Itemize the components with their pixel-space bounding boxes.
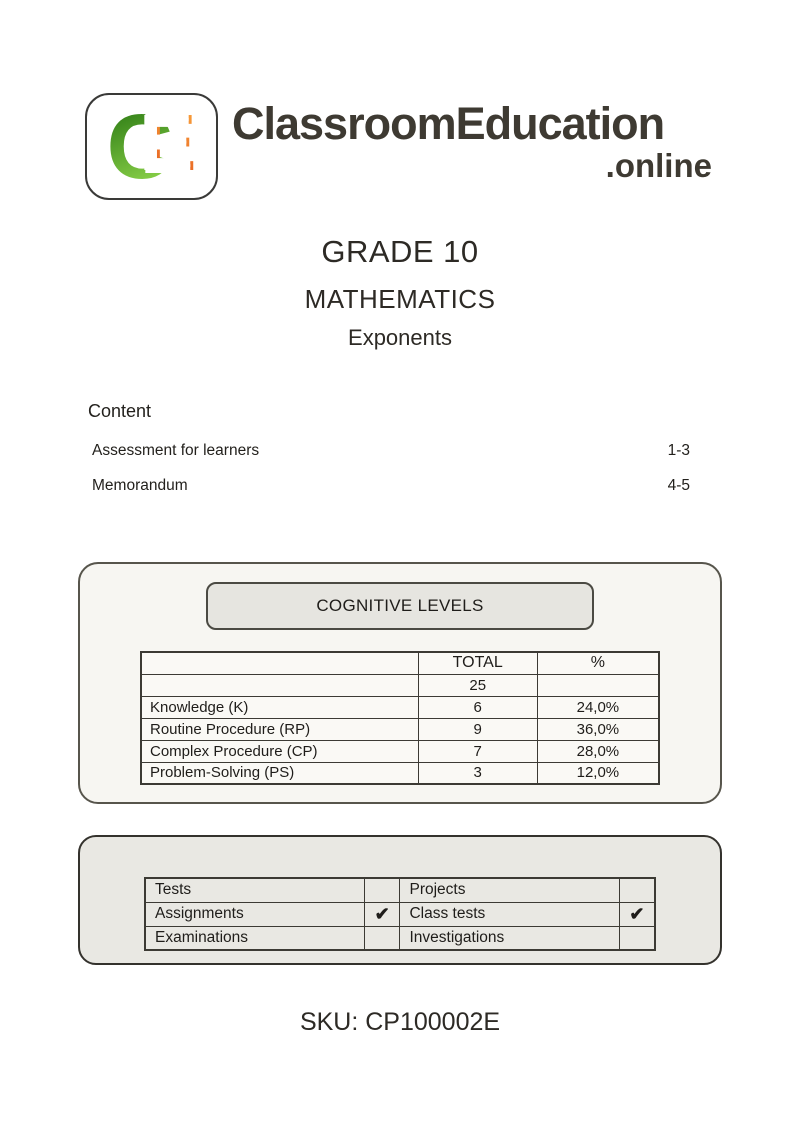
topic-title: Exponents [348,325,452,350]
content-item: Memorandum 4-5 [92,477,690,495]
row-total: 9 [417,717,538,741]
logo-letter-e: E [143,97,197,187]
logo-letter-c: C [106,95,174,198]
brand-header: C E ClassroomEducation .online [85,93,715,200]
row-percent: 36,0% [536,717,660,741]
table-row: Routine Procedure (RP) 9 36,0% [140,717,660,741]
assessment-type-label: Class tests [399,901,620,927]
grand-total-row: 25 [140,673,660,697]
checkmark-icon: ✔ [618,901,656,927]
row-total: 6 [417,695,538,719]
assessment-type-label: Assignments [144,901,365,927]
checkbox-cell [363,877,401,903]
content-item: Assessment for learners 1-3 [92,442,690,460]
cognitive-levels-panel: COGNITIVE LEVELS TOTAL % 25 Knowledge (K… [78,562,722,804]
checkmark-icon: ✔ [363,901,401,927]
row-label: Knowledge (K) [140,695,419,719]
row-total: 7 [417,739,538,763]
brand-name: ClassroomEducation [232,98,665,149]
header-total-cell: TOTAL [417,651,538,675]
content-item-label: Memorandum [92,477,188,494]
assessment-type-label: Projects [399,877,620,903]
classroom-education-logo-icon: C E [85,93,218,200]
row-percent: 28,0% [536,739,660,763]
content-item-pages: 4-5 [667,477,690,494]
checkbox-cell [618,925,656,951]
row-total: 3 [417,761,538,785]
content-item-label: Assessment for learners [92,442,260,459]
row-label: Routine Procedure (RP) [140,717,419,741]
checkbox-cell [363,925,401,951]
checkbox-cell [618,877,656,903]
assessment-type-label: Investigations [399,925,620,951]
assessment-type-label: Tests [144,877,365,903]
grade-title: GRADE 10 [321,234,479,269]
grand-total-value: 25 [417,673,538,697]
subject-title: MATHEMATICS [304,284,496,314]
row-label: Problem-Solving (PS) [140,761,419,785]
cognitive-levels-table: TOTAL % 25 Knowledge (K) 6 24,0% Routine… [140,651,660,785]
row-percent: 24,0% [536,695,660,719]
table-header-row: TOTAL % [140,651,660,675]
content-item-pages: 1-3 [667,442,690,459]
assessment-types-panel: Tests Projects Assignments ✔ Class tests… [78,835,722,965]
brand-text-block: ClassroomEducation .online [232,93,715,200]
table-row: Assignments ✔ Class tests ✔ [144,901,656,927]
table-row: Complex Procedure (CP) 7 28,0% [140,739,660,763]
content-section: Content Assessment for learners 1-3 Memo… [88,401,690,512]
row-label: Complex Procedure (CP) [140,739,419,763]
assessment-type-label: Examinations [144,925,365,951]
brand-domain: .online [605,147,712,184]
sku-label: SKU: CP100002E [299,1008,501,1036]
header-empty-cell [140,651,419,675]
assessment-types-table: Tests Projects Assignments ✔ Class tests… [144,877,656,951]
table-row: Examinations Investigations [144,925,656,951]
table-row: Tests Projects [144,877,656,903]
header-percent-cell: % [536,651,660,675]
table-row: Knowledge (K) 6 24,0% [140,695,660,719]
row-percent: 12,0% [536,761,660,785]
content-heading: Content [88,401,152,421]
cognitive-levels-title: COGNITIVE LEVELS [206,582,594,630]
table-row: Problem-Solving (PS) 3 12,0% [140,761,660,785]
